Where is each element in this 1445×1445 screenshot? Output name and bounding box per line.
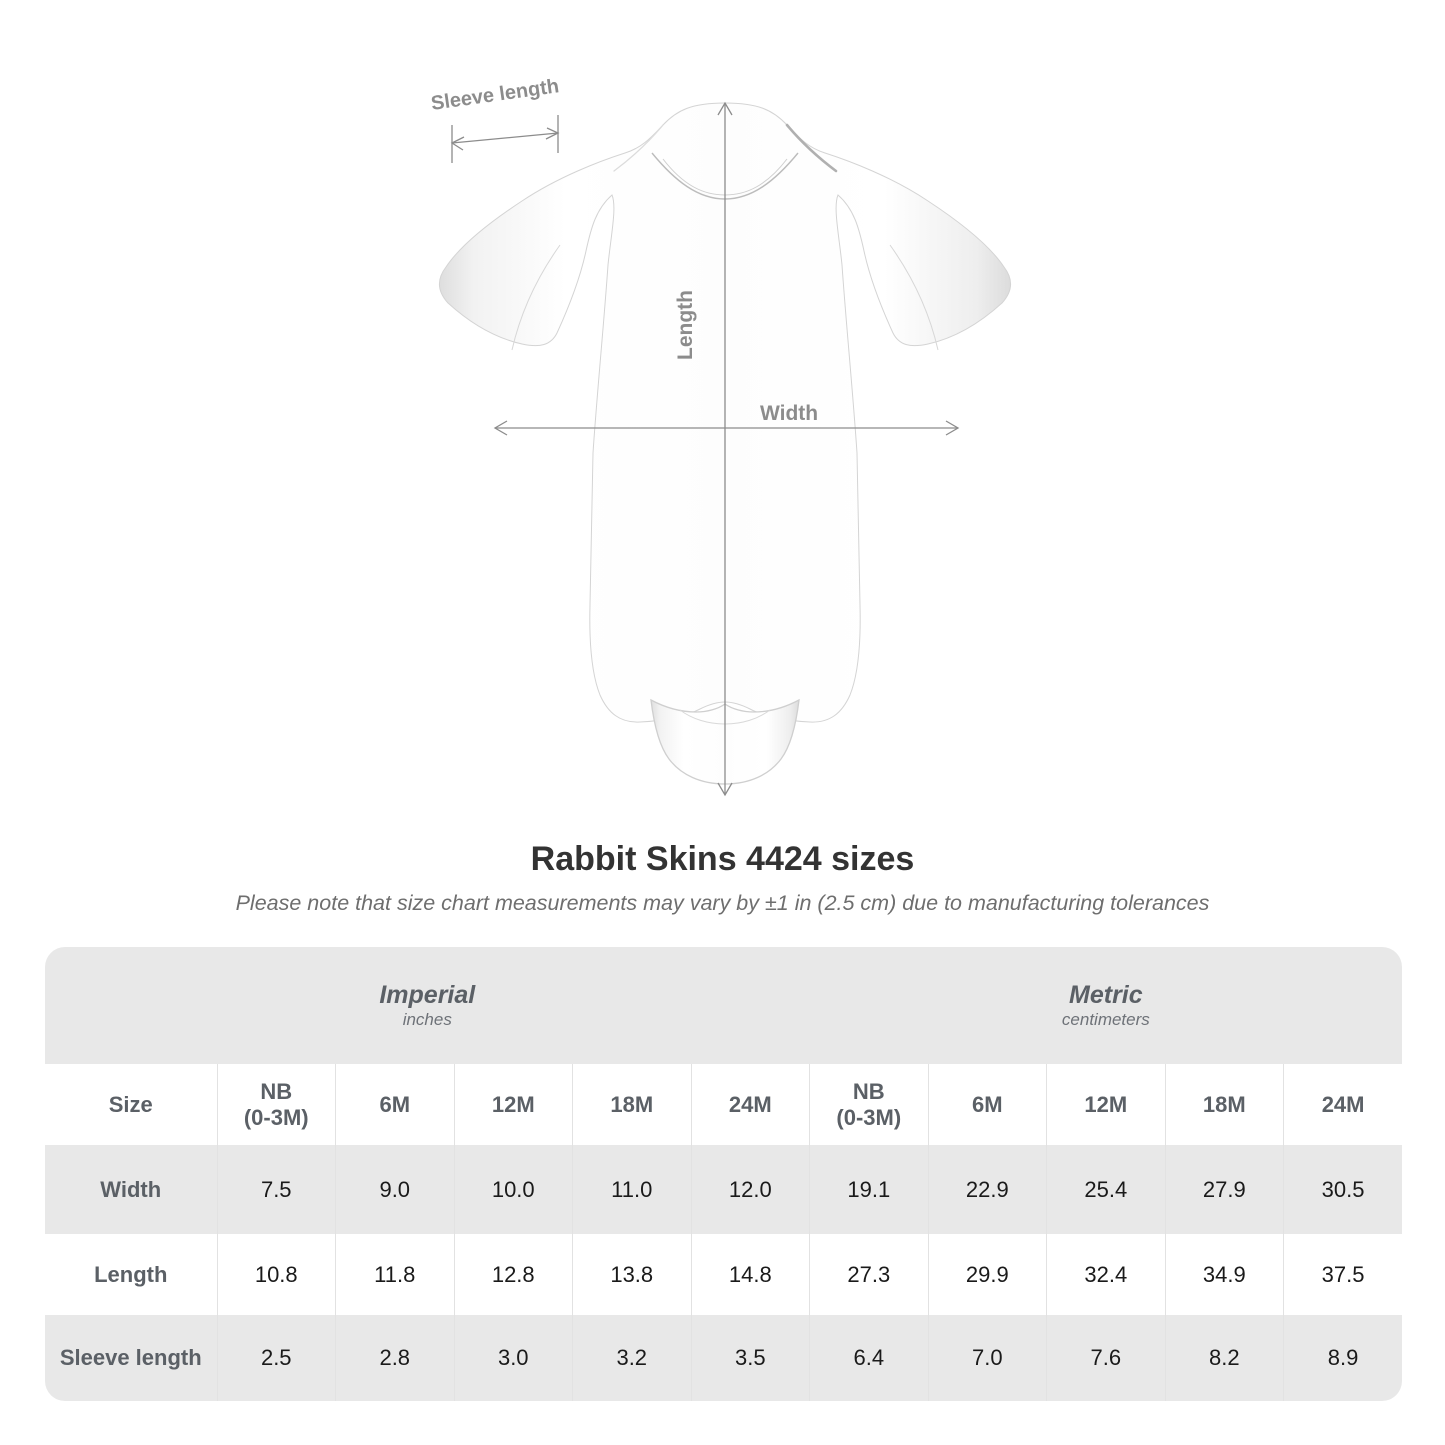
svg-text:Length: Length (674, 290, 697, 360)
svg-text:Sleeve length: Sleeve length (430, 75, 561, 115)
svg-text:Width: Width (760, 402, 818, 425)
